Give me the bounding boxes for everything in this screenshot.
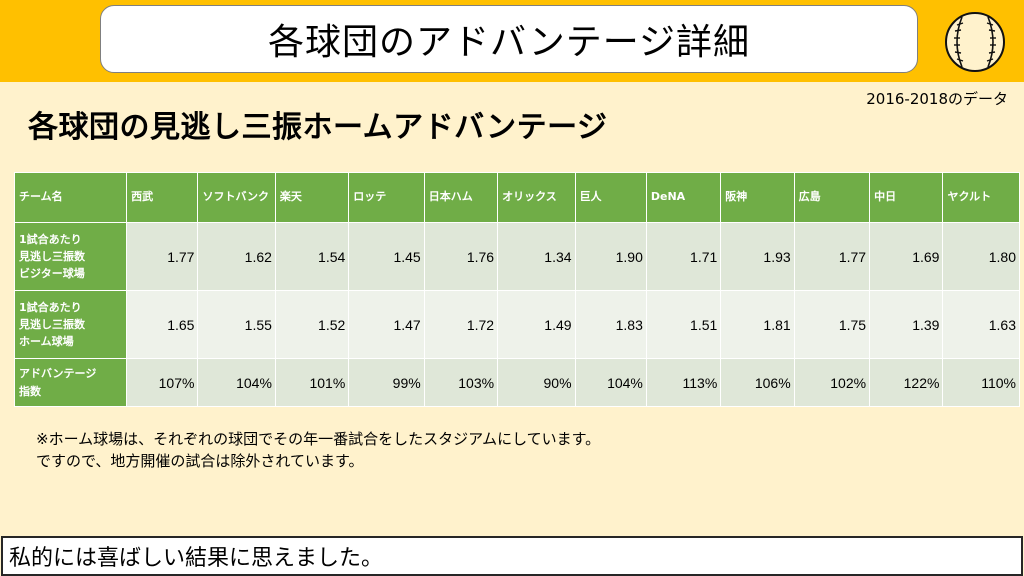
table-row: 1試合あたり 見逃し三振数 ホーム球場 1.65 1.55 1.52 1.47 1.… — [13, 290, 1020, 359]
row-header-line: 見逃し三振数 — [19, 317, 85, 331]
row-header-line: ホーム球場 — [19, 335, 74, 349]
column-header: ヤクルト — [942, 172, 1020, 223]
table-cell: 1.62 — [197, 222, 276, 291]
table-cell: 1.76 — [423, 222, 499, 291]
footnote-line: ※ホーム球場は、それぞれの球団でその年一番試合をしたスタジアムにしています。 — [36, 430, 601, 448]
row-header: 1試合あたり 見逃し三振数 ビジター球場 — [13, 222, 128, 291]
table-cell: 1.75 — [793, 290, 871, 359]
table-cell: 110% — [942, 358, 1020, 407]
table-cell: 1.47 — [348, 290, 425, 359]
table-cell: 113% — [645, 358, 722, 407]
page-title: 各球団のアドバンテージ詳細 — [267, 22, 751, 63]
table-cell: 1.55 — [197, 290, 276, 359]
table-cell: 102% — [793, 358, 871, 407]
row-header-line: アドバンテージ — [19, 367, 97, 381]
table-cell: 104% — [197, 358, 276, 407]
column-header-team: チーム名 — [13, 172, 128, 223]
table-cell: 122% — [869, 358, 944, 407]
table-cell: 1.54 — [274, 222, 350, 291]
advantage-table: チーム名 西武 ソフトバンク 楽天 ロッテ 日本ハム オリックス 巨人 DeNA… — [13, 172, 1020, 407]
table-cell: 101% — [274, 358, 350, 407]
table-cell: 1.69 — [869, 222, 944, 291]
table-cell: 107% — [126, 358, 199, 407]
table-cell: 1.65 — [126, 290, 199, 359]
table-cell: 104% — [574, 358, 647, 407]
table-cell: 1.49 — [497, 290, 576, 359]
footnote: ※ホーム球場は、それぞれの球団でその年一番試合をしたスタジアムにしています。 で… — [36, 428, 600, 472]
table-cell: 1.81 — [720, 290, 795, 359]
column-header: 広島 — [793, 172, 871, 223]
table-row: アドバンテージ 指数 107% 104% 101% 99% 103% 90% 10… — [13, 358, 1020, 407]
table-cell: 1.72 — [423, 290, 499, 359]
column-header: 巨人 — [574, 172, 647, 223]
row-header: アドバンテージ 指数 — [13, 358, 128, 407]
column-header: 中日 — [869, 172, 944, 223]
column-header: オリックス — [497, 172, 576, 223]
table-cell: 1.39 — [869, 290, 944, 359]
column-header: 楽天 — [274, 172, 350, 223]
table-cell: 106% — [720, 358, 795, 407]
table-cell: 1.77 — [126, 222, 199, 291]
table-cell: 1.90 — [574, 222, 647, 291]
comment-box: 私的には喜ばしい結果に思えました。 — [1, 536, 1023, 576]
column-header: ロッテ — [348, 172, 425, 223]
table-cell: 1.52 — [274, 290, 350, 359]
table-cell: 1.71 — [645, 222, 722, 291]
row-header: 1試合あたり 見逃し三振数 ホーム球場 — [13, 290, 128, 359]
table-cell: 1.77 — [793, 222, 871, 291]
title-box: 各球団のアドバンテージ詳細 — [100, 5, 918, 73]
data-period-label: 2016-2018のデータ — [866, 90, 1008, 108]
row-header-line: 1試合あたり — [19, 232, 82, 246]
table-cell: 103% — [423, 358, 499, 407]
row-header-line: ビジター球場 — [19, 267, 85, 281]
table-cell: 1.80 — [942, 222, 1020, 291]
table-cell: 1.63 — [942, 290, 1020, 359]
column-header: 西武 — [126, 172, 199, 223]
table-cell: 99% — [348, 358, 425, 407]
table-cell: 1.34 — [497, 222, 576, 291]
footnote-line: ですので、地方開催の試合は除外されています。 — [36, 452, 364, 470]
column-header: ソフトバンク — [197, 172, 276, 223]
section-heading: 各球団の見逃し三振ホームアドバンテージ — [28, 110, 608, 145]
comment-text: 私的には喜ばしい結果に思えました。 — [9, 546, 384, 571]
table-cell: 90% — [497, 358, 576, 407]
column-header: 阪神 — [720, 172, 795, 223]
table-row: 1試合あたり 見逃し三振数 ビジター球場 1.77 1.62 1.54 1.45 1… — [13, 222, 1020, 291]
column-header: DeNA — [645, 172, 722, 223]
table-header-row: チーム名 西武 ソフトバンク 楽天 ロッテ 日本ハム オリックス 巨人 DeNA… — [13, 172, 1020, 223]
column-header: 日本ハム — [423, 172, 499, 223]
table-cell: 1.83 — [574, 290, 647, 359]
baseball-icon — [945, 12, 1005, 72]
row-header-line: 1試合あたり — [19, 300, 82, 314]
row-header-line: 指数 — [19, 384, 41, 398]
row-header-line: 見逃し三振数 — [19, 249, 85, 263]
table-cell: 1.51 — [645, 290, 722, 359]
table-cell: 1.45 — [348, 222, 425, 291]
table-cell: 1.93 — [720, 222, 795, 291]
